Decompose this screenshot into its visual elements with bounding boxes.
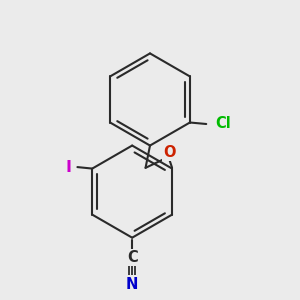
- Text: I: I: [65, 160, 71, 175]
- Text: Cl: Cl: [215, 116, 231, 131]
- Text: C: C: [127, 250, 137, 265]
- Text: O: O: [163, 145, 175, 160]
- Text: N: N: [126, 277, 138, 292]
